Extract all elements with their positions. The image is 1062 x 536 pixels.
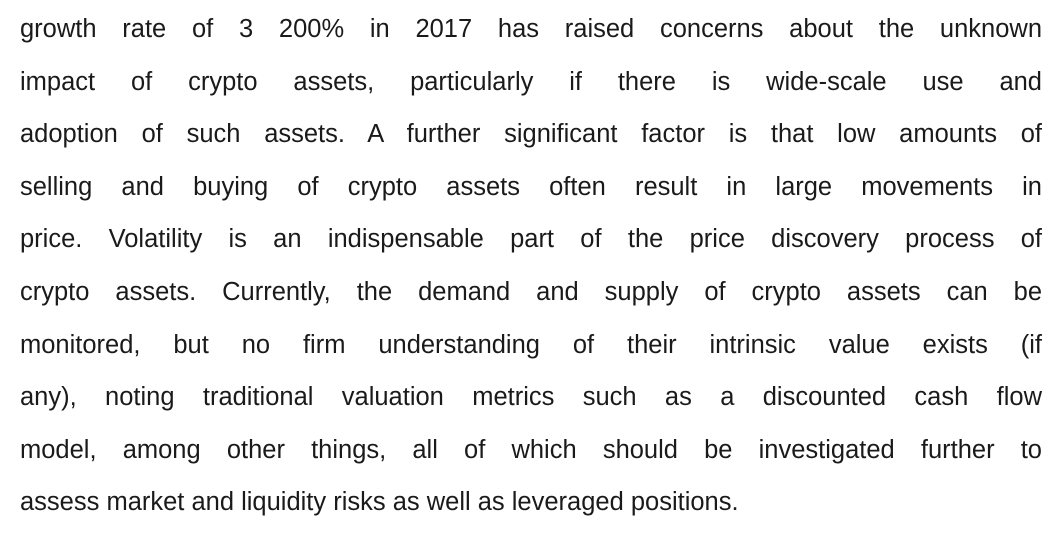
paragraph: growth rate of 3 200% in 2017 has raised… xyxy=(20,3,1042,529)
text-line: monitored, but no firm understanding of … xyxy=(20,330,1042,359)
text-line: any), noting traditional valuation metri… xyxy=(20,383,1042,412)
text-line: price. Volatility is an indispensable pa… xyxy=(20,225,1042,254)
text-line: impact of crypto assets, particularly if… xyxy=(20,67,1042,96)
text-line: assess market and liquidity risks as wel… xyxy=(20,488,739,517)
text-line: selling and buying of crypto assets ofte… xyxy=(20,172,1042,201)
text-line: crypto assets. Currently, the demand and… xyxy=(20,277,1042,306)
text-line: adoption of such assets. A further signi… xyxy=(20,120,1042,149)
text-line: growth rate of 3 200% in 2017 has raised… xyxy=(20,15,1042,43)
text-line: model, among other things, all of which … xyxy=(20,435,1042,464)
